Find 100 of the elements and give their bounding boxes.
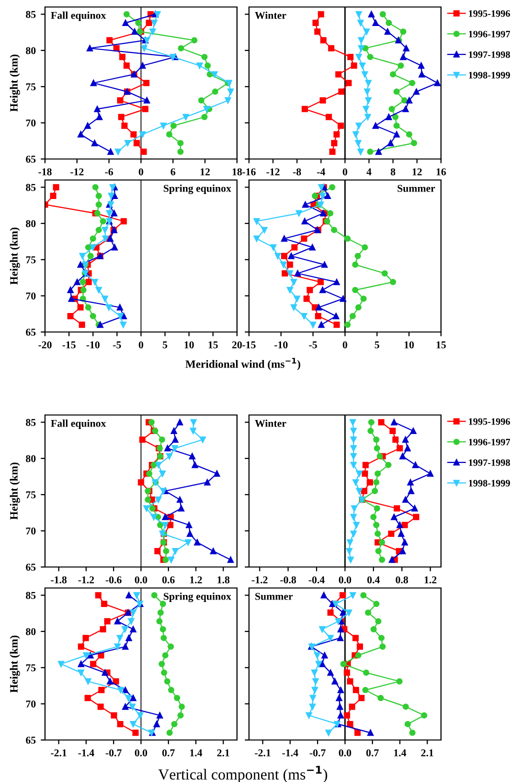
y-tick-label: 65	[26, 736, 36, 744]
legend-label: 1998-1999	[468, 480, 510, 486]
x-tick-label: 0.0	[338, 576, 352, 584]
x-tick-label: -4	[317, 168, 326, 176]
x-tick-label: -12	[70, 168, 84, 176]
x-tick-label: -15	[62, 341, 76, 348]
chart-title: Winter	[254, 12, 286, 19]
legend-label: 1997-1998	[468, 459, 510, 466]
x-tick-label: -1.2	[252, 576, 268, 584]
x-tick-label: -0.7	[106, 749, 122, 756]
y-tick-label: 75	[26, 256, 36, 264]
y-tick-label: 80	[26, 220, 36, 228]
x-tick-label: 0.4	[367, 576, 380, 584]
x-tick-label: -0.4	[308, 576, 325, 584]
y-tick-label: 75	[26, 491, 36, 498]
x-tick-label: 0	[138, 168, 144, 176]
y-tick-label: 70	[26, 292, 36, 300]
chart-title: Fall equinox	[50, 12, 106, 22]
x-tick-label: 1.4	[190, 749, 202, 756]
y-tick-label: 65	[26, 564, 36, 571]
y-tick-label: 75	[26, 664, 36, 672]
x-tick-label: 1.2	[190, 576, 202, 584]
x-tick-label: 12	[412, 168, 422, 176]
chart-title: Summer	[255, 592, 293, 600]
legend-label: 1996-1997	[468, 438, 510, 446]
x-tick-label: 1.4	[394, 749, 406, 756]
chart-title: Spring equinox	[164, 592, 232, 602]
x-tick-label: 0.0	[134, 749, 148, 756]
x-tick-label: 2.1	[421, 749, 434, 756]
x-tick-label: 10	[184, 341, 194, 348]
y-tick-label: 80	[26, 628, 36, 636]
chart-title: Winter	[254, 420, 286, 427]
x-tick-label: -10	[86, 341, 100, 348]
y-tick-label: 85	[26, 184, 36, 191]
x-tick-label: -10	[274, 341, 288, 348]
x-tick-label: -8	[293, 168, 301, 176]
x-tick-label: -5	[309, 341, 317, 348]
x-tick-label: 6	[170, 168, 176, 176]
x-tick-label: 0	[138, 341, 144, 348]
x-tick-label: -0.8	[280, 576, 296, 584]
x-tick-label: 4	[366, 168, 372, 176]
x-tick-label: 2.1	[217, 749, 230, 756]
y-tick-label: 70	[26, 700, 36, 708]
x-tick-label: -0.7	[310, 749, 326, 756]
y-tick-label: 80	[26, 455, 36, 462]
x-tick-label: -18	[38, 168, 52, 176]
x-tick-label: -15	[242, 341, 256, 348]
y-axis-title: Height (km)	[10, 462, 20, 520]
y-tick-label: 70	[26, 527, 36, 535]
y-axis-title: Height (km)	[10, 228, 20, 285]
chart-title: Spring equinox	[164, 184, 232, 194]
legend-label: 1995-1996	[468, 10, 510, 17]
y-tick-label: 85	[26, 418, 36, 426]
x-tick-label: 12	[200, 168, 210, 176]
x-tick-label: 0	[342, 168, 348, 176]
x-tick-label: 8	[390, 168, 396, 176]
x-tick-label: -20	[38, 341, 52, 348]
x-tick-label: 0.7	[162, 749, 175, 756]
x-tick-label: 15	[436, 341, 446, 348]
x-tick-label: -16	[242, 168, 256, 176]
x-tick-label: 0.0	[338, 749, 352, 756]
y-tick-label: 75	[26, 83, 36, 90]
y-tick-label: 65	[26, 156, 36, 163]
x-tick-label: 5	[162, 341, 168, 348]
x-tick-label: -0.6	[106, 576, 122, 584]
x-tick-label: -2.1	[50, 749, 66, 756]
x-tick-label: 10	[404, 341, 414, 348]
x-axis-title: Meridional wind (ms$^{−1}$)	[185, 358, 300, 370]
x-tick-label: 0.0	[134, 576, 148, 584]
x-tick-label: 1.8	[218, 576, 230, 584]
x-tick-label: -1.2	[78, 576, 94, 584]
x-tick-label: 5	[374, 341, 380, 348]
x-tick-label: 0.8	[396, 576, 408, 584]
x-tick-label: 1.2	[424, 576, 436, 584]
x-tick-label: -1.8	[50, 576, 67, 584]
x-tick-label: -1.4	[78, 749, 94, 756]
y-axis-title: Height (km)	[10, 54, 20, 112]
x-tick-label: 0.7	[366, 749, 379, 756]
y-tick-label: 80	[26, 47, 36, 54]
legend-label: 1997-1998	[468, 51, 510, 58]
legend-label: 1995-1996	[468, 418, 510, 425]
y-axis-title: Height (km)	[10, 636, 20, 693]
x-tick-label: 16	[436, 168, 446, 176]
x-tick-label: 18	[232, 168, 242, 176]
legend-label: 1996-1997	[468, 30, 510, 38]
x-tick-label: 0	[342, 341, 348, 348]
y-tick-label: 70	[26, 119, 36, 127]
y-tick-label: 85	[26, 10, 36, 18]
x-tick-label: 20	[232, 341, 242, 348]
y-tick-label: 85	[26, 592, 36, 599]
x-tick-label: -2.1	[254, 749, 270, 756]
legend-label: 1998-1999	[468, 72, 510, 78]
chart-title: Fall equinox	[50, 420, 106, 430]
chart-title: Summer	[398, 184, 436, 192]
x-tick-label: 0.6	[162, 576, 175, 584]
y-tick-label: 65	[26, 328, 36, 336]
x-tick-label: 15	[208, 341, 218, 348]
x-tick-label: -6	[105, 168, 114, 176]
x-tick-label: -12	[266, 168, 280, 176]
x-tick-label: -1.4	[282, 749, 298, 756]
